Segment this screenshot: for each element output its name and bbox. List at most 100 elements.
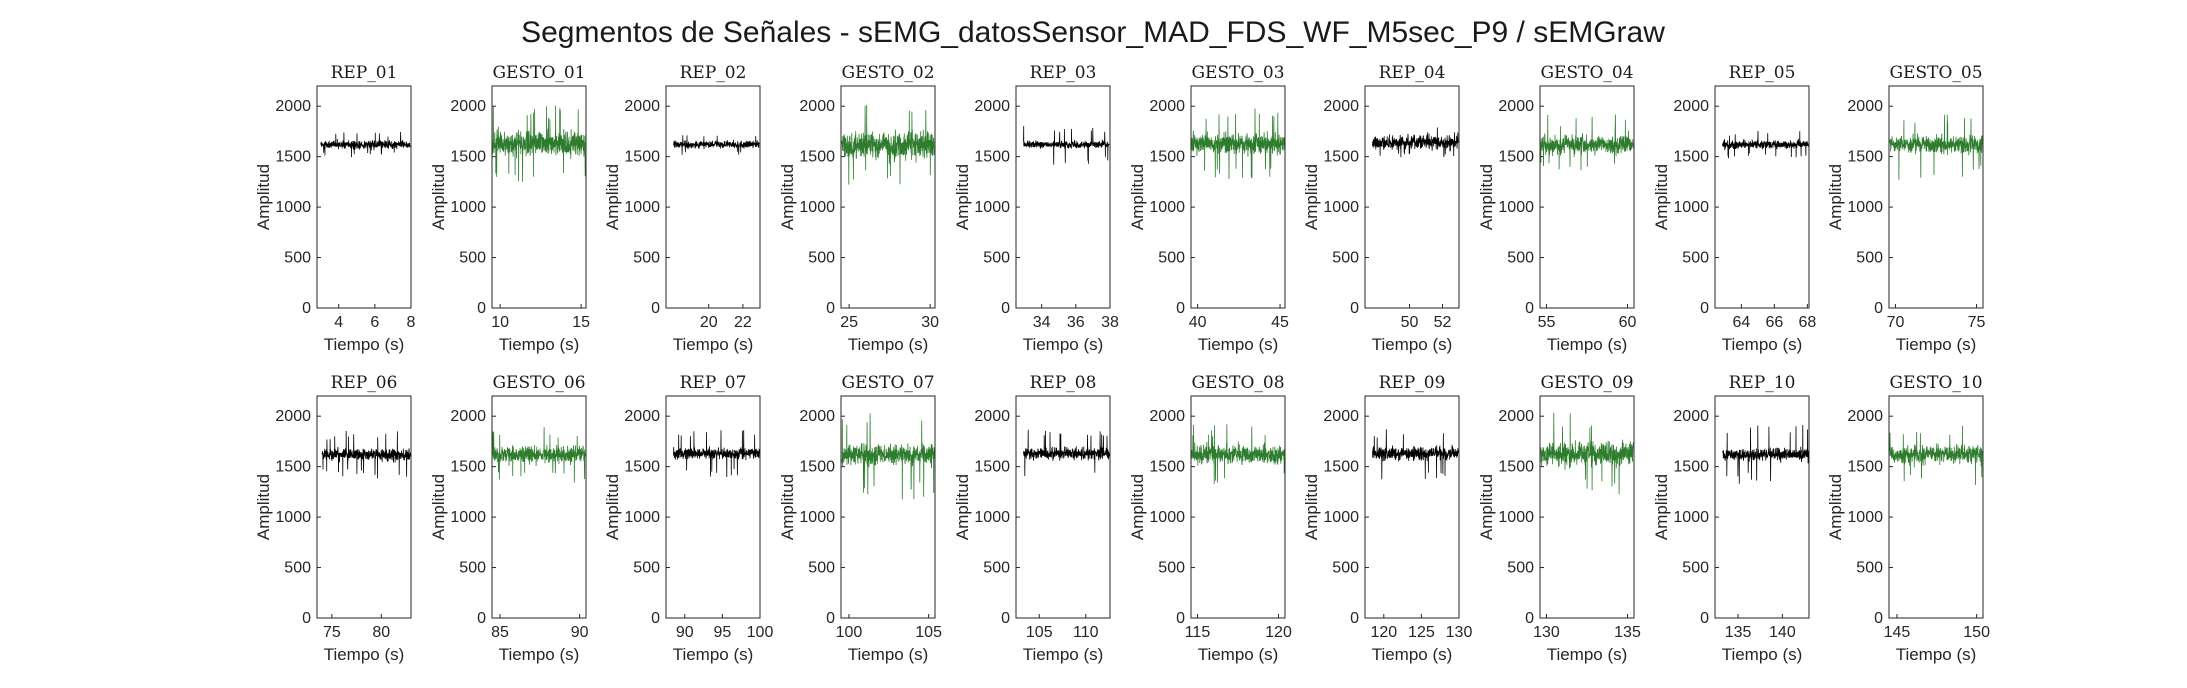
y-axis-label: Amplitud (1477, 474, 1496, 540)
x-axis-label: Tiempo (s) (1547, 645, 1628, 664)
y-tick-label: 500 (1507, 560, 1534, 577)
y-tick-label: 500 (1856, 560, 1883, 577)
x-axis-label: Tiempo (s) (499, 335, 580, 354)
subplot-gesto_04: GESTO_04 0 500 1000 1500 2000 55 60 Tiempo (s) Am… (1477, 63, 1637, 354)
x-tick-label: 110 (1073, 624, 1099, 641)
y-tick-label: 500 (1332, 250, 1359, 267)
y-tick-label: 0 (826, 300, 835, 317)
y-tick-label: 1500 (275, 459, 311, 476)
subplot-gesto_01: GESTO_01 0 500 1000 1500 2000 10 15 Tiempo (s) Am… (429, 63, 590, 354)
subplot-title: REP_09 (1379, 373, 1446, 393)
y-tick-label: 1000 (450, 199, 486, 216)
subplot-gesto_05: GESTO_05 0 500 1000 1500 2000 70 75 Tiempo (s) Am… (1826, 63, 1986, 354)
x-axis-label: Tiempo (s) (499, 645, 580, 664)
x-tick-label: 6 (370, 314, 379, 331)
y-tick-label: 1000 (1847, 509, 1883, 526)
x-tick-label: 130 (1533, 624, 1560, 641)
x-tick-label: 100 (836, 624, 863, 641)
y-tick-label: 0 (1874, 300, 1883, 317)
axes-frame (665, 85, 761, 309)
subplot-title: REP_07 (680, 373, 747, 393)
y-axis-label: Amplitud (953, 164, 972, 230)
y-axis-label: Amplitud (1652, 164, 1671, 230)
y-tick-label: 1000 (974, 509, 1010, 526)
y-tick-label: 1000 (1498, 509, 1534, 526)
y-tick-label: 2000 (1673, 98, 1709, 115)
y-axis-label: Amplitud (254, 164, 273, 230)
y-tick-label: 2000 (624, 98, 660, 115)
signal-trace (1722, 130, 1809, 159)
x-tick-label: 120 (1265, 624, 1292, 641)
y-tick-label: 1000 (1673, 199, 1709, 216)
subplot-gesto_09: GESTO_09 0 500 1000 1500 2000 130 135 Tiempo (s)… (1477, 373, 1641, 664)
y-tick-label: 1000 (1323, 509, 1359, 526)
x-tick-label: 115 (1185, 624, 1211, 641)
y-axis-label: Amplitud (1128, 474, 1147, 540)
x-axis-label: Tiempo (s) (1372, 645, 1453, 664)
y-tick-label: 500 (1682, 560, 1709, 577)
axes-frame (316, 85, 412, 309)
x-tick-label: 30 (921, 314, 939, 331)
y-tick-label: 1500 (1498, 149, 1534, 166)
x-tick-label: 125 (1408, 624, 1435, 641)
x-tick-label: 60 (1619, 314, 1637, 331)
x-axis-label: Tiempo (s) (1722, 335, 1803, 354)
signal-trace (841, 413, 935, 500)
y-tick-label: 500 (1158, 560, 1185, 577)
x-tick-label: 90 (571, 624, 589, 641)
x-tick-label: 36 (1067, 314, 1085, 331)
x-axis-label: Tiempo (s) (1547, 335, 1628, 354)
axes-frame (1714, 85, 1810, 309)
x-tick-label: 8 (407, 314, 416, 331)
y-tick-label: 500 (983, 560, 1010, 577)
subplot-gesto_08: GESTO_08 0 500 1000 1500 2000 115 120 Tiempo (s)… (1128, 373, 1292, 664)
subplot-rep_06: REP_06 0 500 1000 1500 2000 75 80 Tiempo (s) Ampl… (254, 373, 412, 664)
x-axis-label: Tiempo (s) (324, 335, 405, 354)
y-tick-label: 1500 (1847, 459, 1883, 476)
y-axis-label: Amplitud (603, 164, 622, 230)
y-axis-label: Amplitud (1652, 474, 1671, 540)
x-tick-label: 15 (572, 314, 590, 331)
x-tick-label: 90 (676, 624, 694, 641)
subplot-title: GESTO_09 (1540, 373, 1633, 393)
x-axis-label: Tiempo (s) (324, 645, 405, 664)
y-tick-label: 1000 (1673, 509, 1709, 526)
x-tick-label: 75 (1968, 314, 1986, 331)
y-tick-label: 500 (1507, 250, 1534, 267)
y-tick-label: 1500 (1847, 149, 1883, 166)
y-tick-label: 0 (1001, 300, 1010, 317)
signal-trace (1889, 114, 1983, 180)
x-tick-label: 70 (1887, 314, 1905, 331)
x-tick-label: 20 (700, 314, 718, 331)
y-tick-label: 1500 (624, 149, 660, 166)
y-tick-label: 1000 (1847, 199, 1883, 216)
x-axis-label: Tiempo (s) (1896, 645, 1977, 664)
y-tick-label: 1500 (974, 149, 1010, 166)
x-axis-label: Tiempo (s) (673, 645, 754, 664)
signal-trace (492, 105, 586, 182)
x-axis-label: Tiempo (s) (1198, 645, 1279, 664)
subplot-title: REP_01 (331, 63, 398, 83)
signal-trace (673, 135, 760, 155)
y-tick-label: 0 (1176, 610, 1185, 627)
y-tick-label: 500 (459, 250, 486, 267)
axes-frame (491, 395, 587, 619)
subplot-title: GESTO_04 (1540, 63, 1633, 83)
subplot-title: REP_03 (1030, 63, 1097, 83)
y-tick-label: 1500 (275, 149, 311, 166)
axes-frame (491, 85, 587, 309)
y-axis-label: Amplitud (1302, 164, 1321, 230)
y-tick-label: 1000 (1498, 199, 1534, 216)
signal-trace (1023, 126, 1110, 165)
subplot-title: REP_08 (1030, 373, 1097, 393)
x-tick-label: 22 (734, 314, 752, 331)
signal-trace (1889, 425, 1983, 486)
x-axis-label: Tiempo (s) (1372, 335, 1453, 354)
y-tick-label: 0 (1350, 300, 1359, 317)
subplot-rep_10: REP_10 0 500 1000 1500 2000 135 140 Tiempo (s) Am… (1652, 373, 1810, 664)
x-tick-label: 130 (1446, 624, 1473, 641)
signal-trace (492, 427, 586, 483)
x-tick-label: 75 (323, 624, 341, 641)
signal-trace (1540, 114, 1634, 171)
